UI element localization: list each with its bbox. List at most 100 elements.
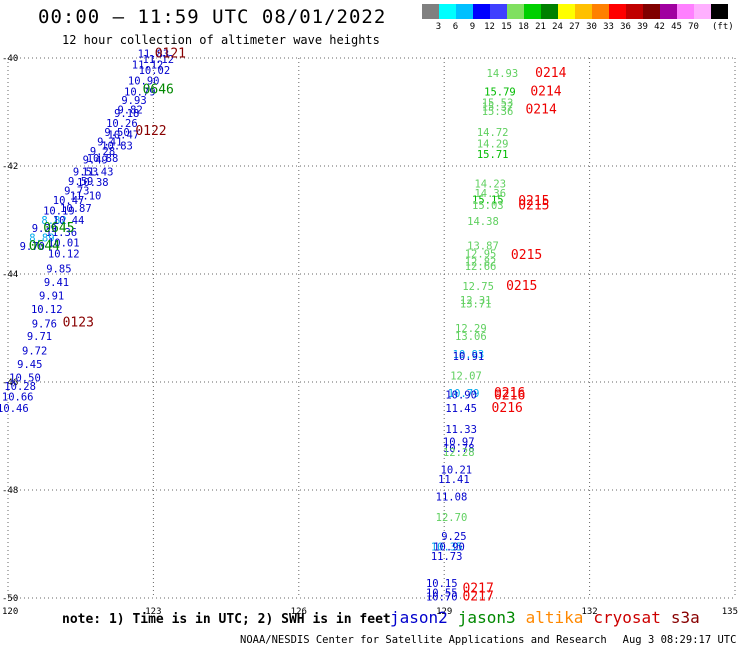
wave-height-value: 11.36 [46,227,78,239]
wave-height-value: 8.82 [41,215,66,227]
lat-tick-label: -46 [2,378,18,388]
legend-unit: (ft) [712,22,734,32]
wave-height-value: 10.38 [77,177,109,189]
wave-height-value: 9.73 [64,185,89,197]
legend-swatch [541,4,558,19]
wave-height-value: 10.50 [9,373,41,385]
lon-tick-label: 123 [145,607,161,617]
wave-height-value: 11.10 [70,191,102,203]
legend-swatch [507,4,524,19]
pass-time-label: 0214 [535,66,566,81]
wave-height-value: 13.71 [460,299,492,311]
wave-height-value: 10.19 [43,205,75,217]
legend-swatch [694,4,711,19]
pass-time-label: 0216 [494,389,525,404]
wave-height-value: 12.29 [455,323,487,335]
wave-height-value: 9.29 [32,223,57,235]
legend-swatch [524,4,541,19]
wave-height-value: 9.41 [97,137,122,149]
pass-time-label: 0214 [525,102,556,117]
pass-time-label: 0215 [518,194,549,209]
wave-height-value: 9.49 [83,155,108,167]
generated-timestamp: Aug 3 08:29:17 UTC 2022 [622,634,740,646]
legend-label: 21 [535,22,546,32]
wave-height-value: 10.02 [139,65,171,77]
pass-time-label: 0216 [494,386,525,401]
legend-label: 30 [586,22,597,32]
wave-height-value: 11.43 [82,166,114,178]
wave-height-value: 12.95 [465,248,497,260]
wave-height-value: 10.26 [106,118,138,130]
wave-height-value: 10.70 [426,591,458,603]
wave-height-value: 12.31 [460,295,492,307]
legend-label: 9 [469,22,476,32]
wave-height-value: 15.36 [482,106,514,118]
pass-time-label: 0217 [462,581,493,596]
legend-swatch [643,4,660,19]
wave-height-value: 11.41 [438,474,470,486]
legend-swatch [439,4,456,19]
wave-height-value: 12.66 [465,261,497,273]
wave-height-value: 9.59 [68,176,93,188]
legend-swatch [456,4,473,19]
wave-height-markers: 11.8311.1211.1210.0210.9010.799.939.829.… [0,47,567,605]
pass-time-label: 0646 [143,82,174,97]
legend-label: 27 [569,22,580,32]
footer-note: note: 1) Time is in UTC; 2) SWH is in fe… [62,612,391,627]
wave-height-value: 12.70 [436,512,468,524]
legend-swatch [592,4,609,19]
credit-text: NOAA/NESDIS Center for Satellite Applica… [240,634,607,646]
wave-height-value: 10.83 [101,140,133,152]
wave-height-value: 9.50 [104,127,129,139]
wave-height-value: 9.93 [121,95,146,107]
pass-time-label: 0645 [43,221,74,236]
pass-time-label: 0123 [63,316,94,331]
wave-height-value: 10.90 [433,542,465,554]
page-title: 00:00 – 11:59 UTC 08/01/2022 [38,6,387,28]
wave-height-value: 14.23 [474,178,506,190]
wave-height-value: 9.71 [27,331,52,343]
wave-height-value: 15.53 [482,97,514,109]
lat-tick-label: -42 [2,162,18,172]
legend-swatch [490,4,507,19]
legend-label: 45 [671,22,682,32]
legend-swatch [677,4,694,19]
wave-height-color-legend: (ft) 3 6 9 12 15 18 21 24 27 30 33 36 39 42 45 70 [422,4,734,34]
wave-height-value: 10.47 [53,195,85,207]
lat-tick-label: -48 [2,486,18,496]
wave-height-value: 9.85 [46,264,71,276]
pass-time-label: 0217 [462,589,493,604]
satellite-cryosat: cryosat [593,608,661,627]
legend-label: 42 [654,22,665,32]
wave-height-value: 9.18 [114,108,139,120]
wave-height-value: 15.03 [472,200,504,212]
legend-label: 39 [637,22,648,32]
legend-swatch [626,4,643,19]
satellite-altika: altika [525,608,584,627]
wave-height-value: 10.91 [453,351,485,363]
wave-height-value: 10.79 [448,388,480,400]
wave-height-value: 10.15 [426,578,458,590]
pass-time-label: 0122 [135,124,166,139]
lat-tick-label: -44 [2,270,18,280]
satellite-legend: jason2 jason3 altika cryosat s3a [390,608,710,627]
wave-height-value: 13.06 [455,331,487,343]
wave-height-value: 14.29 [477,138,509,150]
satellite-jason3: jason3 [457,608,516,627]
wave-height-value: 12.75 [462,281,494,293]
wave-height-value: 10.47 [108,130,140,142]
wave-height-value: 12.28 [443,447,475,459]
wave-height-value: 12.07 [450,371,482,383]
page-subtitle: 12 hour collection of altimeter wave hei… [62,33,380,47]
legend-label: 36 [620,22,631,32]
lon-tick-label: 135 [722,607,738,617]
wave-height-value: 10.28 [4,381,36,393]
wave-height-value: 14.38 [467,216,499,228]
wave-height-value: 10.79 [124,86,156,98]
wave-height-value: 11.12 [142,54,174,66]
lon-tick-label: 132 [581,607,597,617]
pass-time-label: 0214 [530,84,561,99]
legend-swatch [575,4,592,19]
wave-height-value: 10.12 [31,304,63,316]
